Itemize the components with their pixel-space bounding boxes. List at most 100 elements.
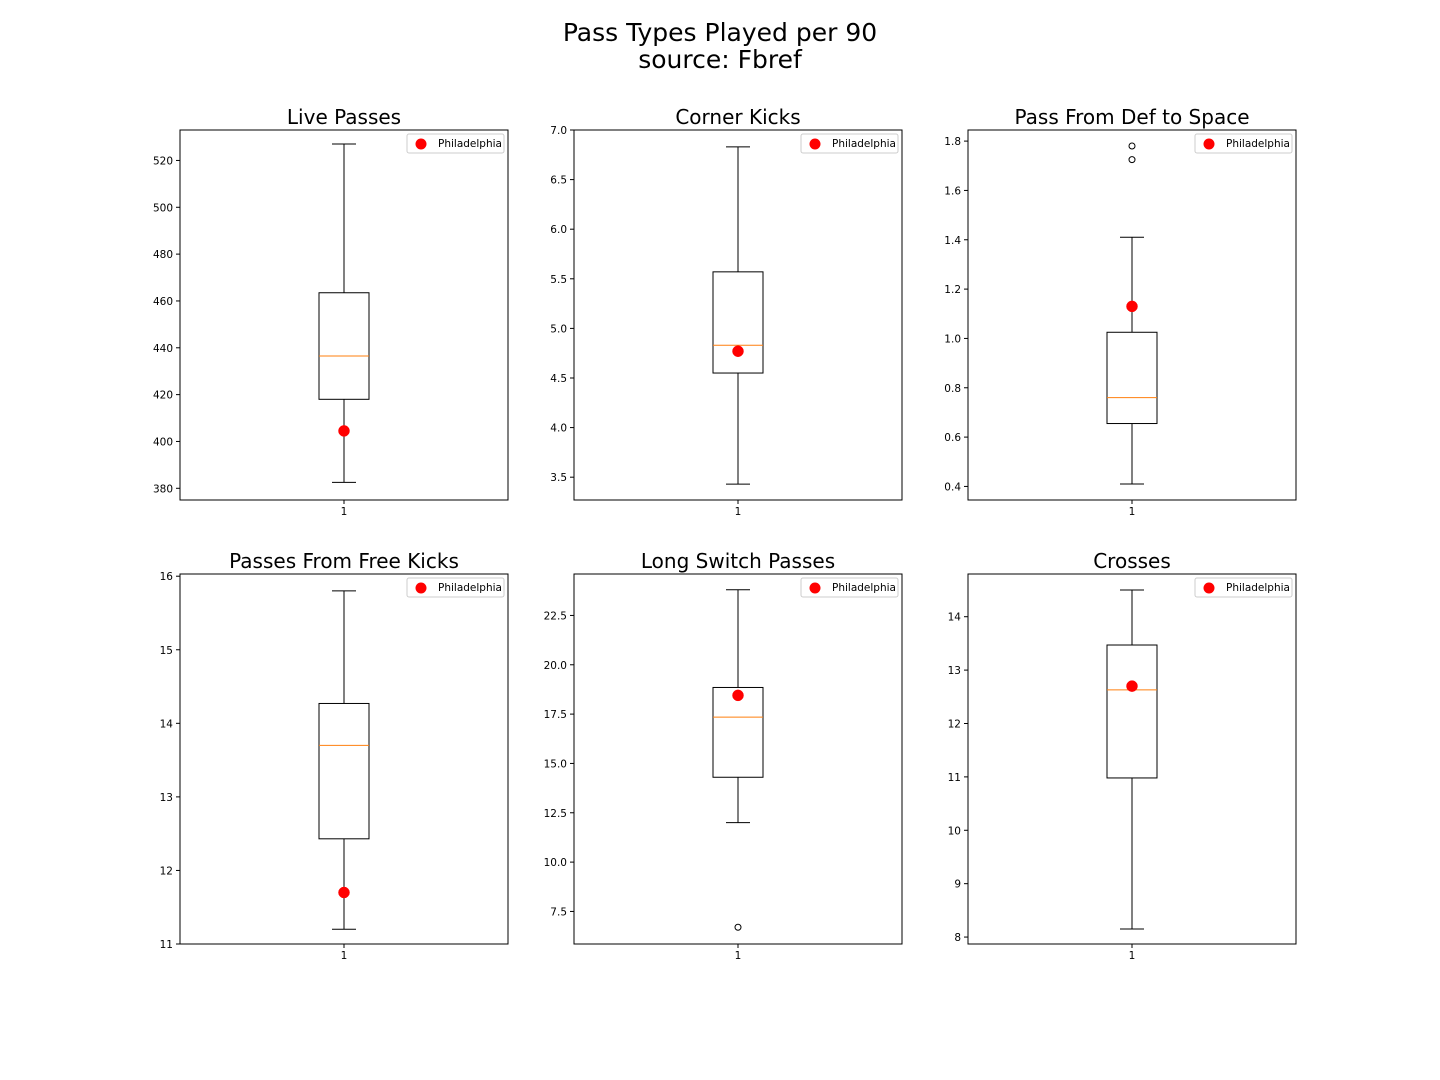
figure-subtitle: source: Fbref [638,45,803,74]
chart-panel: Passes From Free Kicks 11 12 13 14 15 16 1 Phila… [160,549,509,962]
y-tick-label: 500 [153,202,173,214]
y-tick-label: 12 [160,865,173,877]
legend-label: Philadelphia [1226,582,1290,594]
y-tick-label: 5.5 [550,274,567,286]
panel-title: Corner Kicks [675,105,800,129]
legend-marker [1203,582,1215,594]
x-tick-label: 1 [735,950,742,962]
highlight-point [1126,300,1138,313]
y-tick-label: 12.5 [544,808,567,820]
y-tick-label: 0.8 [944,383,961,395]
panel-title: Pass From Def to Space [1014,105,1249,129]
y-tick-label: 1.2 [944,284,961,296]
y-tick-label: 22.5 [544,610,567,622]
legend-box [800,133,899,154]
highlight-point [338,886,350,899]
legend-label: Philadelphia [438,138,502,150]
legend-label: Philadelphia [832,138,896,150]
y-tick-label: 4.5 [550,373,567,385]
y-tick-label: 6.5 [550,175,567,187]
legend-box [406,133,505,154]
outlier-point [734,923,742,931]
legend-marker [415,138,427,150]
y-tick-label: 15.0 [544,758,567,770]
panel-title: Passes From Free Kicks [229,549,459,573]
y-tick-label: 6.0 [550,224,567,236]
y-tick-label: 520 [153,155,173,167]
y-tick-label: 1.8 [944,136,961,148]
iqr-box [712,271,764,374]
y-tick-label: 420 [153,390,173,402]
y-tick-label: 4.0 [550,423,567,435]
y-tick-label: 11 [948,772,961,784]
legend-marker [1203,138,1215,150]
y-tick-label: 12 [948,718,961,730]
y-tick-label: 0.4 [944,481,961,493]
y-tick-label: 480 [153,249,173,261]
y-tick-label: 7.5 [550,906,567,918]
y-tick-label: 14 [948,612,962,624]
legend-marker [809,138,821,150]
legend-label: Philadelphia [1226,138,1290,150]
y-tick-label: 1.4 [944,235,961,247]
x-tick-label: 1 [1129,950,1136,962]
chart-panel: Pass From Def to Space 0.4 0.6 0.8 1.0 1.2 1.4… [944,105,1297,518]
panel-title: Long Switch Passes [641,549,835,573]
outlier-point [1128,156,1136,164]
y-tick-label: 380 [153,483,173,495]
y-tick-label: 440 [153,343,173,355]
legend-box [406,577,505,598]
chart-panel: Long Switch Passes 7.5 10.0 12.5 15.0 17.5 20.… [544,549,903,962]
y-tick-label: 16 [160,571,174,583]
iqr-box [318,702,370,840]
figure-title: Pass Types Played per 90 [563,18,877,47]
y-tick-label: 20.0 [544,660,567,672]
y-tick-label: 1.6 [944,185,961,197]
y-tick-label: 10 [948,825,961,837]
y-tick-label: 460 [153,296,173,308]
highlight-point [1126,680,1138,692]
y-tick-label: 0.6 [944,432,961,444]
y-tick-label: 400 [153,436,173,448]
legend-label: Philadelphia [438,582,502,594]
x-tick-label: 1 [735,506,742,518]
panels-grid: Live Passes 380 400 420 440 460 480 500 520 1 Phil… [153,105,1297,962]
y-tick-label: 1.0 [944,333,961,345]
y-tick-label: 8 [954,932,961,944]
y-tick-label: 10.0 [544,857,567,869]
y-tick-label: 3.5 [550,472,567,484]
legend-box [1194,577,1293,598]
panel-title: Live Passes [287,105,401,129]
legend-marker [415,582,427,594]
y-tick-label: 9 [954,879,961,891]
y-tick-label: 13 [160,792,173,804]
iqr-box [1106,331,1158,425]
highlight-point [338,425,350,437]
y-tick-label: 11 [160,939,173,951]
y-tick-label: 17.5 [544,709,567,721]
iqr-box [318,292,370,400]
iqr-box [1106,644,1158,779]
x-tick-label: 1 [341,506,348,518]
highlight-point [732,345,744,357]
iqr-box [712,686,764,778]
legend-marker [809,582,821,594]
x-tick-label: 1 [341,950,348,962]
y-tick-label: 7.0 [550,125,567,137]
panel-title: Crosses [1093,549,1171,573]
y-tick-label: 14 [160,718,174,730]
chart-panel: Crosses 8 9 10 11 12 13 14 1 Philadelphia [948,549,1297,962]
legend-box [800,577,899,598]
x-tick-label: 1 [1129,506,1136,518]
highlight-point [732,689,744,702]
legend-box [1194,133,1293,154]
outlier-point [1128,142,1136,150]
y-tick-label: 13 [948,665,961,677]
chart-panel: Corner Kicks 3.5 4.0 4.5 5.0 5.5 6.0 6.5 7.0 1 Phi… [550,105,903,518]
chart-panel: Live Passes 380 400 420 440 460 480 500 520 1 Phil… [153,105,509,518]
y-tick-label: 15 [160,645,173,657]
legend-label: Philadelphia [832,582,896,594]
y-tick-label: 5.0 [550,323,567,335]
